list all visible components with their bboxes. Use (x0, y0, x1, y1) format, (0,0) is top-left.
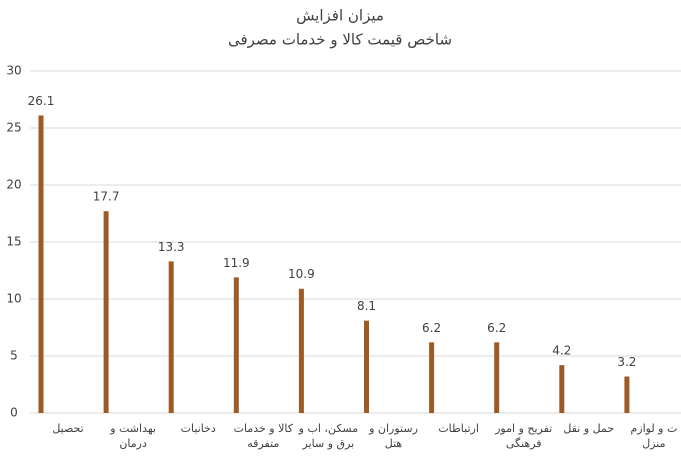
bar (168, 261, 174, 413)
bar (364, 320, 369, 413)
value-label: 17.7 (93, 190, 120, 204)
bar (494, 342, 500, 413)
bar (559, 365, 565, 413)
x-tick-label: تفریح و امور فرهنگی (495, 422, 553, 450)
chart-subtitle: شاخص قیمت کالا و خدمات مصرفی (228, 31, 452, 49)
x-tick-label: بهداشت و درمان (110, 422, 156, 450)
y-tick-label: 10 (6, 292, 21, 306)
chart-title: میزان افزایش (296, 7, 384, 25)
bar (624, 376, 630, 413)
y-tick-label: 5 (10, 349, 18, 363)
bar (233, 277, 239, 413)
y-tick-label: 30 (6, 64, 21, 78)
x-tick-label: ارتباطات (438, 422, 479, 435)
x-tick-label: مسکن، اب و برق و سایر (298, 422, 359, 450)
value-label: 13.3 (158, 240, 185, 254)
bar (38, 115, 44, 414)
value-label: 8.1 (357, 299, 376, 313)
x-tick-label: حمل و نقل (563, 422, 615, 435)
bar (103, 211, 109, 413)
x-tick-label: رستوران و هتل (369, 422, 418, 450)
x-tick-label: تحصیل (52, 422, 84, 435)
y-tick-label: 0 (10, 406, 18, 420)
value-label: 26.1 (28, 94, 55, 108)
x-tick-label: دخانیات (180, 422, 216, 435)
bar (298, 288, 304, 413)
bar (429, 342, 435, 413)
y-tick-label: 25 (6, 121, 21, 135)
value-label: 10.9 (288, 267, 315, 281)
x-tick-label: ت و لوازم منزل (630, 422, 678, 450)
value-label: 11.9 (223, 256, 250, 270)
value-label: 6.2 (422, 321, 441, 335)
value-label: 4.2 (552, 344, 571, 358)
y-tick-label: 20 (6, 178, 21, 192)
value-label: 3.2 (617, 355, 636, 369)
x-tick-label: کالا و خدمات متفرقه (233, 422, 293, 450)
y-tick-label: 15 (6, 235, 21, 249)
value-label: 6.2 (487, 321, 506, 335)
